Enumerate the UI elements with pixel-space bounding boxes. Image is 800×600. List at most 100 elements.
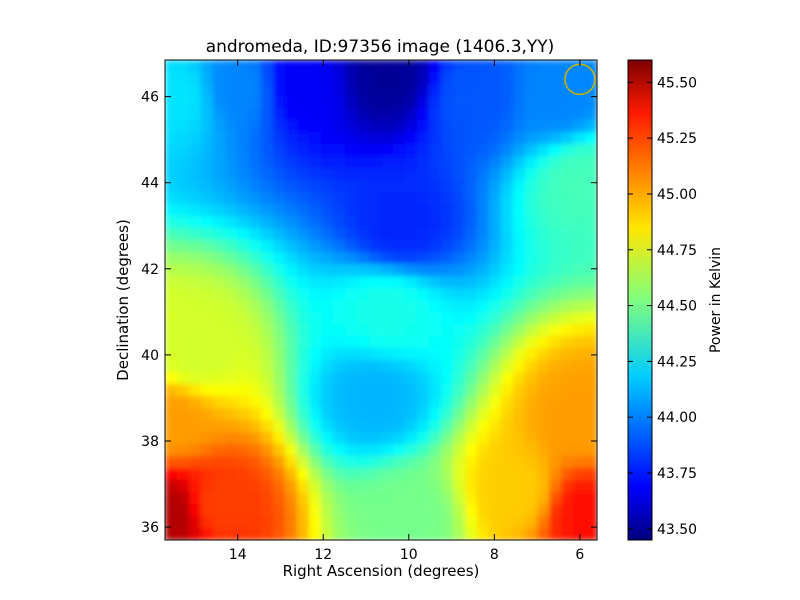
heatmap-cell	[357, 480, 370, 493]
heatmap-cell	[249, 168, 262, 181]
heatmap-cell	[165, 204, 178, 217]
heatmap-cell	[345, 72, 358, 85]
heatmap-cell	[585, 264, 597, 277]
heatmap-cell	[537, 420, 550, 433]
heatmap-cell	[213, 504, 226, 517]
heatmap-cell	[585, 228, 597, 241]
heatmap-cell	[369, 324, 382, 337]
heatmap-cell	[585, 432, 597, 445]
y-tick-label: 36	[141, 520, 159, 536]
heatmap-cell	[441, 120, 454, 133]
heatmap-cell	[453, 156, 466, 169]
heatmap-cell	[297, 96, 310, 109]
heatmap-cell	[249, 216, 262, 229]
heatmap-cell	[297, 492, 310, 505]
heatmap-cell	[273, 252, 286, 265]
heatmap-cell	[525, 228, 538, 241]
heatmap-cell	[405, 432, 418, 445]
heatmap-cell	[393, 456, 406, 469]
heatmap-cell	[261, 216, 274, 229]
heatmap-cell	[393, 300, 406, 313]
heatmap-cell	[537, 216, 550, 229]
heatmap-cell	[561, 288, 574, 301]
heatmap-cell	[441, 204, 454, 217]
heatmap-cell	[333, 504, 346, 517]
heatmap-cell	[189, 420, 202, 433]
heatmap-cell	[273, 156, 286, 169]
heatmap-cell	[381, 432, 394, 445]
heatmap-cell	[525, 468, 538, 481]
heatmap-cell	[261, 516, 274, 529]
heatmap-cell	[201, 168, 214, 181]
x-axis-label: Right Ascension (degrees)	[283, 562, 480, 580]
heatmap-cell	[549, 240, 562, 253]
heatmap-cell	[165, 312, 178, 325]
heatmap-cell	[213, 192, 226, 205]
heatmap-cell	[177, 264, 190, 277]
heatmap-cell	[513, 84, 526, 97]
heatmap-cell	[273, 360, 286, 373]
heatmap-cell	[225, 372, 238, 385]
heatmap-cell	[537, 480, 550, 493]
heatmap-cell	[249, 192, 262, 205]
heatmap-cell	[453, 288, 466, 301]
heatmap-cell	[441, 324, 454, 337]
heatmap-cell	[549, 288, 562, 301]
heatmap-cell	[585, 84, 597, 97]
heatmap-cell	[561, 240, 574, 253]
heatmap-cell	[261, 288, 274, 301]
heatmap-cell	[345, 384, 358, 397]
heatmap-cell	[333, 204, 346, 217]
heatmap-cell	[189, 96, 202, 109]
heatmap-cell	[453, 336, 466, 349]
heatmap-cell	[561, 96, 574, 109]
heatmap-cell	[561, 348, 574, 361]
heatmap-cell	[165, 432, 178, 445]
heatmap-cell	[525, 240, 538, 253]
heatmap-cell	[429, 276, 442, 289]
heatmap-cell	[429, 528, 442, 540]
heatmap-cell	[465, 240, 478, 253]
heatmap-cell	[261, 84, 274, 97]
heatmap-cell	[465, 444, 478, 457]
heatmap-cell	[513, 324, 526, 337]
heatmap-cell	[561, 132, 574, 145]
heatmap-cell	[513, 240, 526, 253]
heatmap-cell	[273, 444, 286, 457]
heatmap-cell	[369, 468, 382, 481]
heatmap-cell	[573, 324, 586, 337]
heatmap-cell	[381, 72, 394, 85]
heatmap-cell	[309, 72, 322, 85]
heatmap-cell	[393, 204, 406, 217]
heatmap-cell	[309, 216, 322, 229]
heatmap-cell	[489, 456, 502, 469]
heatmap-cell	[465, 372, 478, 385]
heatmap-cell	[453, 312, 466, 325]
heatmap-cell	[489, 72, 502, 85]
heatmap-cell	[249, 144, 262, 157]
heatmap-cell	[489, 216, 502, 229]
heatmap-cell	[189, 204, 202, 217]
heatmap-cell	[561, 192, 574, 205]
heatmap-cell	[513, 348, 526, 361]
heatmap-cell	[225, 444, 238, 457]
heatmap-cell	[417, 168, 430, 181]
heatmap-cell	[237, 432, 250, 445]
heatmap-cell	[249, 204, 262, 217]
heatmap-cell	[297, 72, 310, 85]
heatmap-cell	[561, 60, 574, 73]
heatmap-cell	[333, 156, 346, 169]
heatmap-cell	[321, 384, 334, 397]
heatmap-cell	[585, 324, 597, 337]
heatmap-cell	[489, 60, 502, 73]
heatmap-cell	[525, 504, 538, 517]
heatmap-cell	[441, 528, 454, 540]
heatmap-cell	[477, 312, 490, 325]
heatmap-cell	[501, 372, 514, 385]
heatmap-cell	[561, 336, 574, 349]
heatmap-cell	[549, 276, 562, 289]
heatmap-cell	[381, 144, 394, 157]
heatmap-cell	[477, 72, 490, 85]
heatmap-cell	[525, 360, 538, 373]
heatmap-cell	[417, 228, 430, 241]
